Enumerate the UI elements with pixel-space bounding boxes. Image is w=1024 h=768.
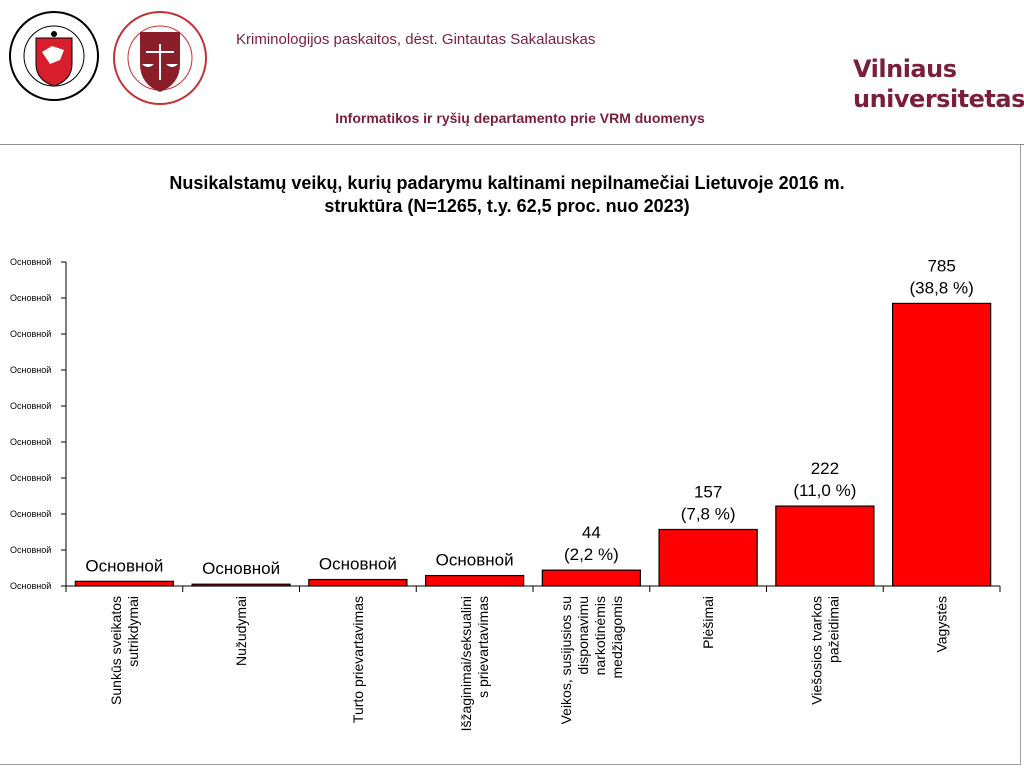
- bar: [541, 569, 642, 587]
- category-label: Veikos, susijusios sudisponavimunarkotin…: [558, 596, 625, 724]
- brand-wordmark: Vilniaus universitetas: [853, 54, 1024, 114]
- data-label: Основной: [319, 555, 397, 574]
- category-label: Sunkūs sveikatossutrikdymai: [108, 596, 141, 705]
- brand-line-1: Vilniaus: [853, 55, 957, 83]
- y-tick-label: Основной: [10, 365, 51, 375]
- data-label: Основной: [85, 556, 163, 575]
- y-tick-label: Основной: [10, 293, 51, 303]
- bar: [74, 580, 175, 587]
- y-tick-label: Основной: [10, 545, 51, 555]
- chart-title-line-1: Nusikalstamų veikų, kurių padarymu kalti…: [169, 173, 845, 193]
- chart-title-line-2: struktūra (N=1265, t.y. 62,5 proc. nuo 2…: [324, 196, 690, 216]
- bar: [191, 583, 291, 587]
- category-label: Plėšimai: [700, 596, 716, 649]
- course-title: Kriminologijos paskaitos, dėst. Gintauta…: [236, 31, 596, 48]
- category-label: Išžaginimai/seksualinis prievartavimas: [458, 596, 491, 731]
- y-tick-label: Основной: [10, 509, 51, 519]
- source-note: Informatikos ir ryšių departamento prie …: [335, 110, 705, 126]
- category-label: Turto prievartavimas: [350, 596, 366, 723]
- category-label: Nužudymai: [233, 596, 249, 666]
- y-tick-label: Основной: [10, 437, 51, 447]
- chart-title: Nusikalstamų veikų, kurių padarymu kalti…: [0, 172, 1014, 218]
- data-label: 785 (38,8 %): [910, 256, 974, 297]
- bar: [658, 528, 758, 587]
- bar: [891, 302, 992, 587]
- data-label: 157 (7,8 %): [681, 482, 736, 523]
- y-tick-label: Основной: [10, 581, 51, 591]
- chart-frame: [0, 145, 1021, 765]
- category-label: Viešosios tvarkospažeidimai: [808, 596, 841, 705]
- category-label: Vagystės: [934, 596, 950, 653]
- data-label: Основной: [436, 551, 514, 570]
- data-label: 222 (11,0 %): [793, 459, 856, 500]
- brand-line-2: universitetas: [853, 85, 1024, 113]
- bar: [424, 574, 525, 587]
- y-tick-label: Основной: [10, 257, 51, 267]
- law-faculty-seal-logo: [113, 11, 207, 105]
- data-label: Основной: [202, 559, 280, 578]
- university-seal-logo: [9, 11, 99, 101]
- bar: [308, 578, 408, 587]
- y-tick-label: Основной: [10, 329, 51, 339]
- y-tick-label: Основной: [10, 401, 51, 411]
- y-tick-label: Основной: [10, 473, 51, 483]
- header-divider: [0, 144, 1024, 145]
- data-label: 44 (2,2 %): [564, 523, 619, 564]
- bar: [775, 505, 875, 587]
